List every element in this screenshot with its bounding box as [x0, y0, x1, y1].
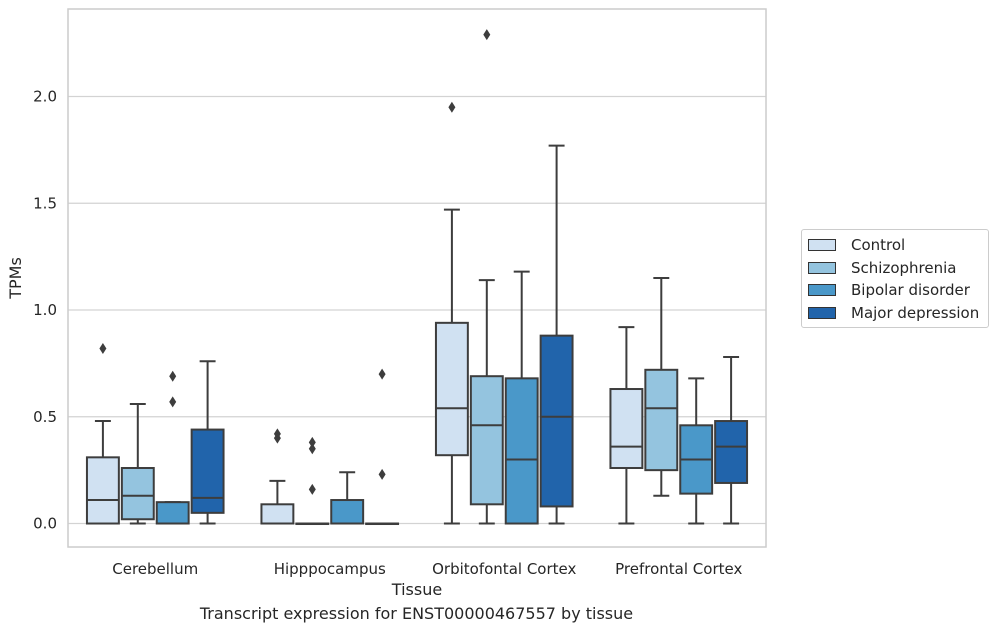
- legend-item: Control: [808, 235, 905, 255]
- x-tick-label: Cerebellum: [112, 560, 198, 578]
- legend-swatch: [808, 261, 836, 274]
- box-bipolar-disorder-3: [679, 377, 714, 525]
- box-schizophrenia-1: [295, 436, 330, 526]
- plot-frame: [67, 8, 767, 548]
- legend-label: Control: [851, 236, 906, 254]
- legend-item: Bipolar disorder: [808, 280, 970, 300]
- outlier-point: [448, 101, 456, 113]
- legend-label: Bipolar disorder: [851, 281, 970, 299]
- y-tick-label: 2.0: [33, 88, 57, 106]
- legend-label: Major depression: [851, 303, 980, 322]
- box-major-depression-1: [365, 368, 400, 526]
- box-body: [190, 428, 225, 514]
- legend-swatch: [808, 239, 836, 251]
- box-control-3: [609, 326, 644, 525]
- box-schizophrenia-2: [469, 29, 504, 525]
- box-body: [714, 420, 749, 484]
- outlier-point: [483, 29, 491, 41]
- y-tick-label: 0.0: [33, 515, 57, 533]
- outlier-point: [273, 432, 281, 444]
- box-body: [120, 467, 155, 521]
- y-tick-label: 1.0: [33, 301, 57, 319]
- legend-label: Schizophrenia: [851, 258, 957, 277]
- outlier-point: [99, 342, 107, 354]
- y-axis-label: TPMs: [6, 257, 25, 300]
- box-control-2: [434, 101, 469, 525]
- chart-caption: Transcript expression for ENST0000046755…: [199, 604, 634, 623]
- outlier-point: [308, 443, 316, 455]
- box-major-depression-2: [539, 144, 574, 525]
- outlier-point: [308, 483, 316, 495]
- box-body: [504, 377, 539, 525]
- legend-swatch: [808, 284, 836, 296]
- box-body: [85, 456, 120, 525]
- box-major-depression-3: [714, 355, 749, 525]
- box-control-0: [85, 342, 120, 525]
- box-schizophrenia-0: [120, 402, 155, 525]
- x-tick-label: Orbitofontal Cortex: [432, 560, 576, 578]
- box-body: [609, 388, 644, 470]
- y-tick-label: 0.5: [33, 408, 57, 426]
- outlier-point: [378, 368, 386, 380]
- box-body: [330, 499, 365, 525]
- legend-swatch: [808, 306, 836, 319]
- legend: Control Schizophrenia Bipolar disorder Majo…: [801, 229, 989, 328]
- box-major-depression-0: [190, 360, 225, 525]
- outlier-point: [169, 370, 177, 382]
- legend-item: Schizophrenia: [808, 258, 956, 278]
- box-bipolar-disorder-1: [330, 471, 365, 525]
- box-body: [434, 321, 469, 457]
- box-body: [469, 375, 504, 506]
- outlier-point: [308, 436, 316, 448]
- box-body: [539, 334, 574, 508]
- y-tick-label: 1.5: [33, 194, 57, 212]
- x-tick-label: Prefrontal Cortex: [615, 560, 742, 578]
- x-axis-label: Tissue: [391, 580, 442, 599]
- box-body: [644, 368, 679, 472]
- box-body: [155, 501, 190, 525]
- outlier-point: [378, 468, 386, 480]
- box-schizophrenia-3: [644, 277, 679, 497]
- x-tick-label: Hipppocampus: [274, 560, 386, 578]
- box-body: [260, 503, 295, 525]
- legend-item: Major depression: [808, 303, 979, 323]
- outlier-point: [169, 396, 177, 408]
- box-bipolar-disorder-2: [504, 270, 539, 525]
- box-control-1: [260, 428, 295, 525]
- box-bipolar-disorder-0: [155, 370, 190, 525]
